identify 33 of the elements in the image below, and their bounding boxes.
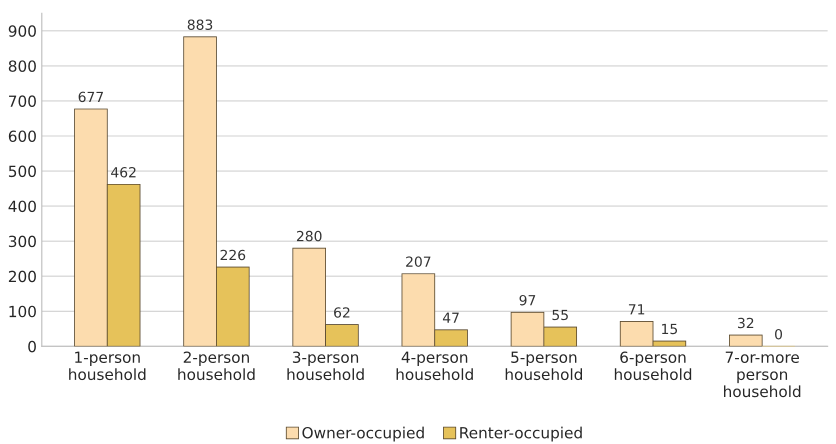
data-label: 677 [78,92,103,102]
data-label: 32 [738,318,754,328]
x-tick-label: 6-person household [614,351,692,380]
x-tick-label: 1-person household [69,352,146,380]
data-label: 226 [220,250,246,260]
y-tick-label: 100 [9,306,36,318]
data-label: 0 [775,328,782,340]
y-tick-label: 900 [8,25,36,37]
x-tick-label: 5-person household [506,352,582,380]
data-label: 55 [552,310,568,320]
data-label: 47 [442,312,459,323]
data-label: 62 [334,307,350,318]
y-tick-label: 800 [8,60,36,72]
data-label: 15 [662,324,678,334]
y-tick-label: 400 [8,200,36,212]
data-label: 207 [406,256,430,267]
y-tick-label: 300 [8,236,36,248]
x-tick-label: 3-person household [287,351,364,380]
data-label: 462 [111,167,136,178]
data-label: 280 [296,230,322,242]
y-tick-label: 700 [9,95,36,107]
x-tick-label: 2-person household [178,351,255,380]
x-tick-label: 7-or-more person household [724,352,800,398]
legend-label: Renter-occupied [460,426,582,442]
data-label: 71 [628,304,644,314]
data-label: 97 [520,294,536,306]
data-label: 883 [188,19,212,30]
legend-label: Owner-occupied [302,426,424,442]
x-tick-label: 4-person household [396,352,473,380]
y-tick-label: 500 [8,166,36,178]
y-tick-label: 600 [8,130,36,142]
y-tick-label: 200 [8,270,36,282]
y-tick-label: 0 [28,340,36,352]
